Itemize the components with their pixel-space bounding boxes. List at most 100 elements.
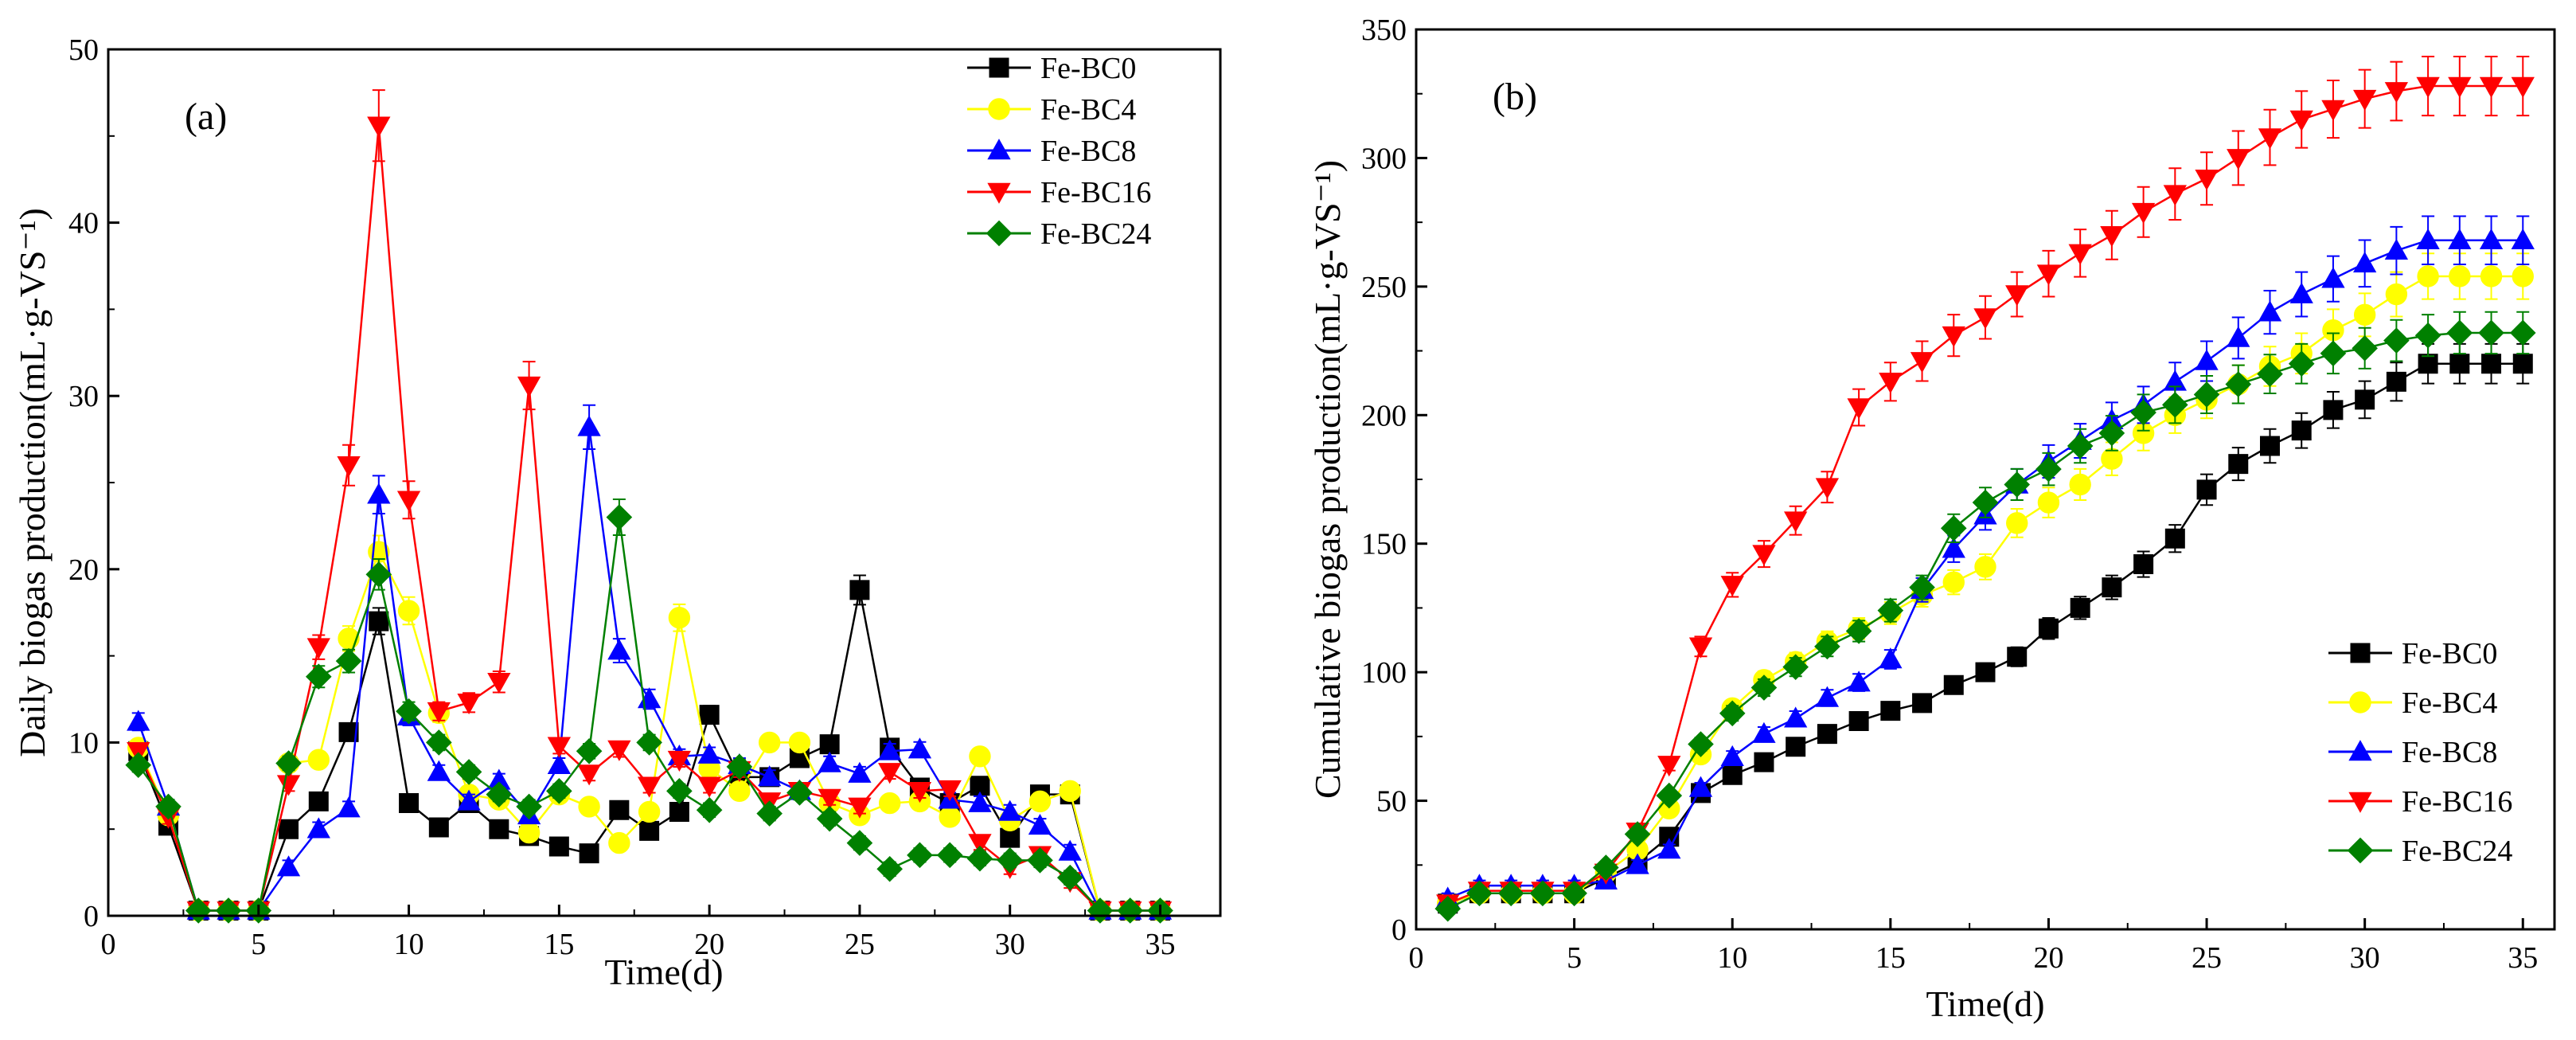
b-data-point <box>2320 340 2347 367</box>
b-data-point <box>2007 647 2028 667</box>
a-data-point <box>636 729 662 756</box>
a-data-point <box>276 855 301 877</box>
b-data-point <box>2384 238 2409 260</box>
a-data-point <box>127 710 150 731</box>
b-legend-marker <box>2348 792 2372 813</box>
a-legend-entry: Fe-BC4 <box>967 93 1136 127</box>
a-data-point <box>576 737 603 764</box>
a-data-point <box>699 705 720 725</box>
b-data-point <box>2512 265 2534 287</box>
b-data-point <box>2037 491 2060 514</box>
a-data-point <box>1028 790 1052 813</box>
b-data-point <box>2448 76 2472 98</box>
a-data-point <box>577 764 601 786</box>
b-data-point <box>1688 776 1713 797</box>
b-y-tick-label: 100 <box>1361 656 1407 690</box>
b-data-point <box>2131 202 2156 225</box>
a-y-tick-label: 20 <box>68 553 99 587</box>
b-data-point <box>1910 352 1934 373</box>
a-legend-label: Fe-BC0 <box>1040 52 1136 85</box>
a-data-point <box>306 817 330 839</box>
a-data-point <box>696 796 723 823</box>
a-y-tick-label: 50 <box>68 33 99 67</box>
b-data-point <box>1845 618 1872 644</box>
b-data-point <box>2416 228 2440 250</box>
b-data-point <box>2321 100 2345 121</box>
b-data-point <box>2133 554 2154 575</box>
a-data-point <box>607 740 631 761</box>
b-x-tick-label: 30 <box>2350 941 2380 975</box>
a-data-point <box>818 751 841 772</box>
b-data-point <box>2480 265 2503 287</box>
a-data-point <box>1058 839 1082 861</box>
a-data-point <box>786 780 813 806</box>
b-data-point <box>1529 880 1556 907</box>
a-data-point <box>966 845 993 872</box>
b-data-point <box>1752 721 1776 743</box>
b-y-tick-label: 50 <box>1376 785 1407 819</box>
b-data-point <box>2193 381 2220 408</box>
a-x-tick-label: 25 <box>845 928 875 961</box>
a-data-point <box>758 731 781 754</box>
b-data-point <box>2479 228 2504 250</box>
a-data-point <box>938 780 962 801</box>
b-series-fe-bc24 <box>1434 311 2536 922</box>
b-data-point <box>2068 244 2092 265</box>
b-data-point <box>2004 471 2031 498</box>
a-data-point <box>697 742 721 764</box>
a-data-point <box>728 780 751 803</box>
a-data-point <box>457 789 481 811</box>
b-data-point <box>2102 577 2122 598</box>
a-data-point <box>756 800 783 827</box>
b-data-point <box>2479 76 2504 98</box>
b-data-point <box>2163 185 2187 206</box>
a-data-point <box>668 607 691 629</box>
a-data-point <box>878 763 902 784</box>
b-legend-label: Fe-BC4 <box>2402 686 2497 720</box>
b-data-point <box>2448 228 2472 250</box>
b-data-point <box>1656 782 1683 809</box>
b-data-point <box>2478 319 2504 346</box>
b-data-point <box>2258 128 2282 150</box>
b-x-tick-label: 25 <box>2192 941 2222 975</box>
a-legend-marker <box>989 57 1009 78</box>
b-data-point <box>2353 89 2377 111</box>
b-data-point <box>1688 637 1713 659</box>
a-data-point <box>876 855 903 882</box>
b-data-point <box>2069 473 2091 496</box>
b-legend-entry: Fe-BC0 <box>2328 637 2497 671</box>
a-data-point <box>936 842 963 869</box>
b-data-point <box>1942 326 1965 348</box>
b-data-point <box>1942 571 1965 593</box>
b-data-point <box>2385 283 2408 306</box>
a-legend-label: Fe-BC4 <box>1040 93 1136 127</box>
b-data-point <box>1657 756 1681 777</box>
a-data-point <box>968 834 992 855</box>
a-data-point <box>517 376 541 397</box>
b-y-tick-label: 350 <box>1361 14 1407 47</box>
a-data-point <box>577 415 601 436</box>
b-data-point <box>1973 308 1997 330</box>
b-data-point <box>2227 149 2250 170</box>
a-data-point <box>547 753 572 774</box>
b-data-point <box>2353 251 2377 273</box>
b-data-point <box>2481 354 2502 374</box>
b-data-point <box>1752 545 1776 566</box>
a-x-tick-label: 0 <box>101 928 116 961</box>
a-data-point <box>335 647 362 674</box>
a-x-tick-label: 5 <box>251 928 266 961</box>
b-data-point <box>1593 854 1619 881</box>
b-data-point <box>1786 737 1806 757</box>
b-data-point <box>2321 267 2345 288</box>
b-y-tick-label: 300 <box>1361 142 1407 175</box>
b-data-point <box>2038 618 2059 639</box>
a-data-point <box>607 639 631 660</box>
b-data-point <box>2418 354 2438 374</box>
b-data-point <box>2446 319 2473 346</box>
a-legend-label: Fe-BC16 <box>1040 176 1151 209</box>
b-data-point <box>2384 82 2409 104</box>
b-data-point <box>2098 420 2125 447</box>
a-legend-label: Fe-BC24 <box>1040 217 1151 251</box>
